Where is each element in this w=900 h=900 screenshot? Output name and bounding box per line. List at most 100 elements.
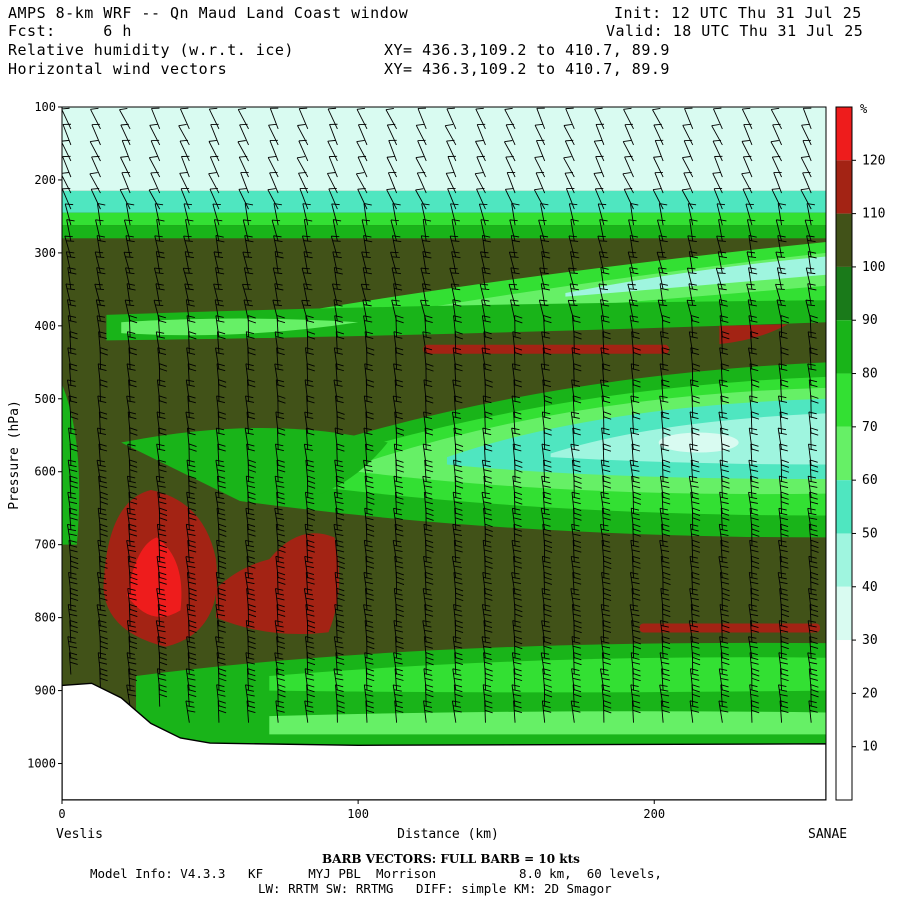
- colorbar-segment: [836, 693, 852, 747]
- wind-barb: [96, 235, 106, 258]
- wind-barb: [809, 571, 819, 595]
- wind-barb: [717, 251, 728, 274]
- wind-barb: [156, 411, 166, 434]
- wind-barb: [691, 363, 701, 386]
- wind-barb: [247, 603, 257, 627]
- wind-barb: [335, 620, 345, 643]
- wind-barb: [484, 668, 493, 691]
- wind-barb: [336, 555, 345, 579]
- wind-barb: [96, 315, 106, 338]
- wind-barb: [179, 172, 190, 194]
- wind-barb: [597, 235, 608, 258]
- wind-barb: [121, 139, 131, 162]
- wind-barb: [215, 604, 226, 627]
- wind-barb: [422, 588, 433, 611]
- wind-barb: [336, 587, 345, 611]
- wind-barb: [505, 188, 516, 210]
- wind-barb: [154, 203, 164, 226]
- wind-barb: [780, 347, 789, 370]
- wind-barb: [123, 219, 133, 242]
- wind-barb: [94, 283, 105, 306]
- wind-barb: [572, 427, 581, 450]
- wind-barb: [335, 475, 345, 499]
- wind-barb: [476, 155, 486, 178]
- wind-barb: [688, 475, 699, 499]
- wind-barb: [393, 507, 403, 531]
- wind-barb: [691, 427, 700, 450]
- wind-barb: [660, 700, 670, 723]
- wind-barb: [810, 684, 819, 707]
- wind-barb: [482, 427, 492, 450]
- wind-barb: [187, 684, 197, 707]
- wind-barb: [541, 620, 551, 643]
- barb-legend-title: BARB VECTORS: FULL BARB = 10 kts: [322, 852, 580, 866]
- y-tick-label: 500: [34, 392, 56, 406]
- wind-barb: [245, 363, 255, 386]
- wind-barb: [395, 427, 405, 450]
- wind-barb: [245, 395, 255, 418]
- wind-barb: [511, 572, 522, 595]
- wind-barb: [652, 107, 664, 130]
- rh-mid-left-green: [121, 427, 388, 504]
- wind-barb: [179, 107, 190, 130]
- wind-barb: [630, 539, 640, 563]
- wind-barb: [274, 251, 284, 274]
- wind-barb: [718, 700, 729, 723]
- wind-barb: [810, 539, 819, 563]
- wind-barb: [67, 315, 77, 338]
- wind-barb: [629, 235, 639, 258]
- wind-barb: [327, 107, 338, 130]
- wind-barb: [681, 188, 694, 210]
- wind-barb: [571, 668, 581, 691]
- wind-barb: [630, 684, 640, 707]
- wind-barb: [213, 283, 223, 306]
- wind-barb: [804, 219, 814, 242]
- colorbar-label: 120: [862, 153, 885, 168]
- wind-barb: [298, 139, 309, 162]
- wind-barb: [155, 331, 165, 354]
- wind-barb: [276, 491, 286, 515]
- wind-barb: [661, 668, 671, 691]
- wind-barb: [274, 363, 284, 386]
- wind-barb: [301, 267, 312, 290]
- wind-barb: [454, 507, 463, 531]
- wind-barb: [386, 155, 398, 178]
- wind-barb: [238, 188, 249, 210]
- wind-barb: [273, 203, 282, 226]
- wind-barb: [688, 620, 699, 643]
- wind-barb: [661, 491, 671, 515]
- wind-barb: [595, 123, 605, 146]
- wind-barb: [511, 652, 522, 675]
- wind-barb: [718, 379, 728, 402]
- wind-barb: [422, 443, 432, 466]
- wind-barb: [600, 299, 610, 322]
- wind-barb: [623, 107, 634, 130]
- wind-barb: [128, 315, 138, 338]
- wind-barb: [182, 267, 193, 290]
- wind-barb: [99, 523, 108, 547]
- wind-barb: [483, 475, 493, 499]
- x-endpoint-left: Veslis: [56, 827, 103, 842]
- wind-barb: [277, 684, 286, 707]
- wind-barb: [603, 700, 612, 723]
- wind-barb: [185, 523, 196, 547]
- wind-barb: [632, 347, 641, 370]
- wind-barb: [751, 379, 760, 402]
- wind-barb: [657, 219, 666, 242]
- wind-barb: [362, 299, 372, 322]
- wind-barb: [748, 604, 759, 627]
- wind-barb: [126, 652, 137, 675]
- wind-barb: [504, 107, 516, 130]
- wind-barb: [245, 507, 255, 531]
- wind-barb: [511, 507, 522, 531]
- wind-barb: [603, 555, 612, 579]
- wind-barb: [185, 411, 195, 434]
- colorbar-unit: %: [860, 102, 868, 116]
- wind-barb: [394, 668, 404, 691]
- wind-barb: [720, 539, 730, 563]
- colorbar-label: 50: [862, 526, 878, 541]
- wind-barb: [95, 299, 106, 322]
- wind-barb: [690, 604, 700, 627]
- y-tick-label: 400: [34, 319, 56, 333]
- wind-barb: [91, 155, 101, 178]
